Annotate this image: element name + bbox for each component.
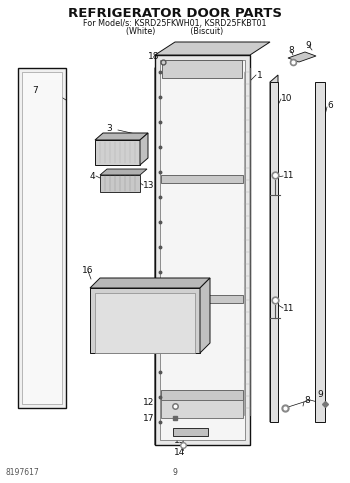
Text: 3: 3 <box>106 124 112 132</box>
Polygon shape <box>90 288 200 353</box>
Bar <box>160 60 245 440</box>
Bar <box>155 55 250 445</box>
Text: 10: 10 <box>281 94 293 102</box>
Text: 8: 8 <box>288 45 294 55</box>
Text: 6: 6 <box>327 100 333 110</box>
Text: 4: 4 <box>90 171 96 181</box>
Text: 18: 18 <box>148 52 160 60</box>
Bar <box>161 175 243 183</box>
Bar <box>161 400 243 418</box>
Bar <box>18 68 66 408</box>
Text: 9: 9 <box>305 41 311 49</box>
Text: 13: 13 <box>143 181 154 189</box>
Polygon shape <box>95 140 140 165</box>
Polygon shape <box>100 169 147 175</box>
Text: 1: 1 <box>257 71 263 80</box>
Polygon shape <box>140 133 148 165</box>
Polygon shape <box>155 42 270 55</box>
Bar <box>315 82 325 422</box>
Bar <box>161 295 243 303</box>
Polygon shape <box>155 55 175 445</box>
Bar <box>162 60 242 78</box>
Text: 12: 12 <box>143 398 154 407</box>
Polygon shape <box>90 278 210 288</box>
Text: 9: 9 <box>173 468 177 477</box>
Bar <box>22 72 62 404</box>
Text: 14: 14 <box>174 448 186 456</box>
Text: 11: 11 <box>283 170 294 180</box>
Text: 8197617: 8197617 <box>6 468 40 477</box>
Text: 7: 7 <box>32 85 38 95</box>
Text: 8: 8 <box>304 396 310 404</box>
Text: For Model/s: KSRD25FKWH01, KSRD25FKBT01: For Model/s: KSRD25FKWH01, KSRD25FKBT01 <box>83 18 267 28</box>
Text: 9: 9 <box>317 389 323 398</box>
Text: 15: 15 <box>174 436 186 444</box>
Text: 16: 16 <box>82 266 93 274</box>
Bar <box>270 82 278 422</box>
Bar <box>95 293 195 353</box>
Text: 11: 11 <box>283 303 294 313</box>
Text: 17: 17 <box>143 413 154 423</box>
Text: REFRIGERATOR DOOR PARTS: REFRIGERATOR DOOR PARTS <box>68 6 282 19</box>
Polygon shape <box>270 75 278 422</box>
Bar <box>173 428 208 436</box>
Bar <box>161 390 243 400</box>
Polygon shape <box>100 175 140 192</box>
Polygon shape <box>200 278 210 353</box>
Text: (White)              (Biscuit): (White) (Biscuit) <box>126 27 224 35</box>
Polygon shape <box>95 133 148 140</box>
Polygon shape <box>288 52 316 62</box>
